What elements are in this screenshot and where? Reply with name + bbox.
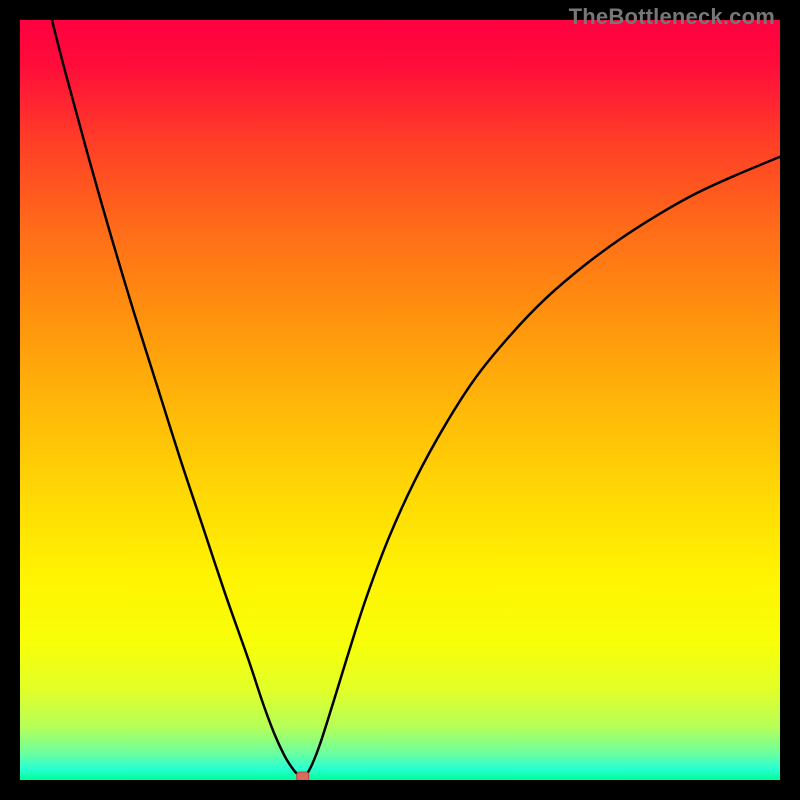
watermark-text: TheBottleneck.com xyxy=(569,4,775,30)
gradient-background xyxy=(20,20,780,780)
bottleneck-chart xyxy=(20,20,780,780)
optimal-point-marker xyxy=(297,772,309,780)
